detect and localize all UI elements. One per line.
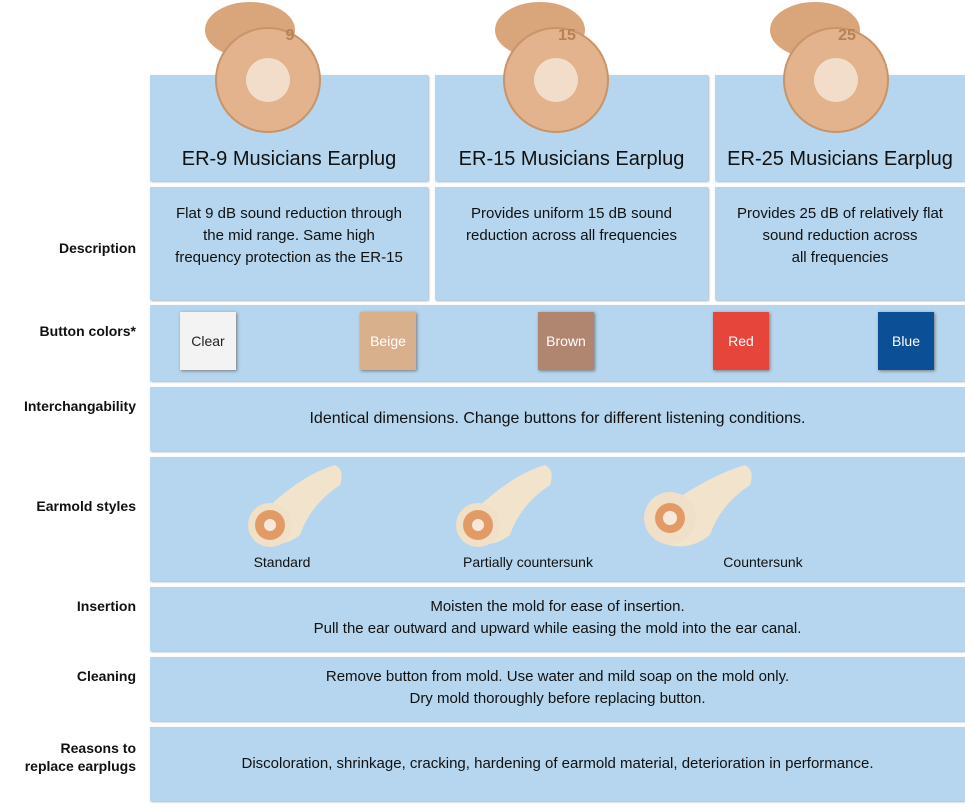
text-line: Reasons to: [60, 740, 136, 756]
description-cell: [150, 187, 428, 300]
row-cell: [150, 657, 965, 721]
description-text: Provides 25 dB of relatively flat sound r…: [715, 203, 965, 269]
earmold: [456, 465, 552, 547]
description-text: Flat 9 dB sound reduction through the mid…: [150, 203, 428, 269]
earplug-images: 9 15 25: [205, 2, 889, 133]
earmold: [644, 465, 752, 547]
row-cell: [150, 727, 965, 801]
text-line: Flat 9 dB sound reduction through: [176, 205, 402, 222]
text-line: Interchangability: [23, 398, 136, 414]
description-text: Provides uniform 15 dB sound reduction ac…: [435, 203, 708, 247]
text-line: Dry mold thoroughly before replacing but…: [409, 690, 706, 707]
earmold-images: [248, 465, 752, 547]
text-line: sound reduction across: [762, 227, 918, 244]
text-line: Provides uniform 15 dB sound: [471, 205, 672, 222]
text-line: Moisten the mold for ease of insertion.: [430, 598, 685, 615]
text-line: Button colors*: [39, 323, 136, 339]
text-line: frequency protection as the ER-15: [175, 249, 403, 266]
style-label: Partially countersunk: [463, 554, 593, 570]
text-line: Description: [58, 240, 136, 256]
style-label: Countersunk: [723, 554, 803, 570]
product-name: ER-25 Musicians Earplug: [727, 148, 953, 170]
text-line: Identical dimensions. Change buttons for…: [309, 410, 806, 427]
text-line: Insertion: [76, 598, 136, 614]
row-label: Reasons to replace earplugs: [0, 739, 136, 775]
color-swatch: Brown: [538, 312, 594, 370]
text-line: replace earplugs: [24, 758, 136, 774]
text-line: Earmold styles: [36, 498, 136, 514]
text-line: reduction across all frequencies: [466, 227, 677, 244]
product-name: ER-9 Musicians Earplug: [181, 148, 397, 170]
style-label: Standard: [253, 554, 311, 570]
product-name: ER-15 Musicians Earplug: [458, 148, 685, 170]
row-label: Cleaning: [0, 667, 136, 685]
text-line: all frequencies: [791, 249, 889, 266]
text-line: Remove button from mold. Use water and m…: [325, 668, 790, 685]
text-line: Discoloration, shrinkage, cracking, hard…: [241, 755, 874, 772]
row-cell: [150, 587, 965, 651]
text-line: Pull the ear outward and upward while ea…: [313, 620, 802, 637]
earmold: [248, 465, 342, 547]
text-line: Provides 25 dB of relatively flat: [737, 205, 943, 222]
row-label: Description: [0, 239, 136, 257]
description-cell: [715, 187, 965, 300]
earplug-number: 15: [558, 27, 576, 44]
earplug-number: 25: [838, 27, 856, 44]
row-text: Remove button from mold. Use water and m…: [150, 666, 965, 710]
earplug: 9: [205, 2, 321, 133]
row-text: Identical dimensions. Change buttons for…: [150, 408, 965, 430]
text-line: the mid range. Same high: [203, 227, 375, 244]
description-cell: [435, 187, 708, 300]
row-label: Interchangability: [0, 397, 136, 415]
row-label: Button colors*: [0, 322, 136, 340]
row-text: Moisten the mold for ease of insertion. P…: [150, 596, 965, 640]
earplug: 15: [495, 2, 609, 133]
earplug: 25: [770, 2, 889, 133]
text-line: Cleaning: [76, 668, 136, 684]
color-swatch: Clear: [180, 312, 236, 370]
row-cell: [150, 387, 965, 451]
color-swatch: Beige: [360, 312, 416, 370]
row-label: Earmold styles: [0, 497, 136, 515]
color-swatch: Red: [713, 312, 769, 370]
row-label: Insertion: [0, 597, 136, 615]
earplug-number: 9: [286, 27, 295, 44]
color-swatch: Blue: [878, 312, 934, 370]
row-text: Discoloration, shrinkage, cracking, hard…: [150, 753, 965, 775]
